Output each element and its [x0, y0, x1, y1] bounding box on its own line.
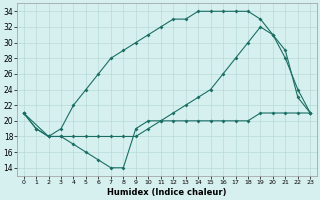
X-axis label: Humidex (Indice chaleur): Humidex (Indice chaleur): [107, 188, 227, 197]
